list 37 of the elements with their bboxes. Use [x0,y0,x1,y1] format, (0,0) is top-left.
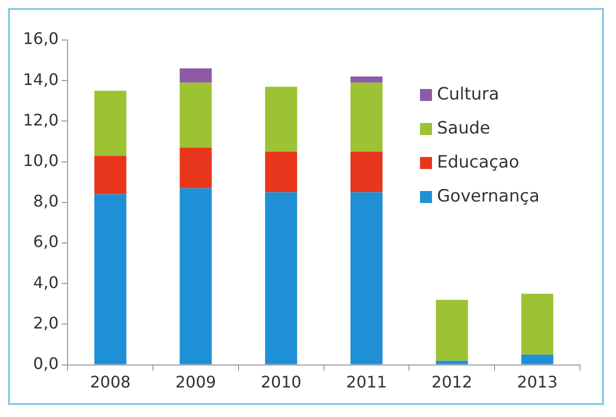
x-tick-label: 2009 [175,372,216,392]
bar [350,76,383,83]
bar [180,82,212,148]
x-tick-label: 2013 [516,372,558,392]
bar [350,82,383,152]
bar [350,152,383,192]
bar [94,90,126,156]
bar [521,294,554,355]
legend-label: Governança [437,186,540,206]
bar [265,192,298,364]
bar [265,152,298,192]
bar [521,354,554,364]
bar [350,192,383,364]
legend-label: Saude [437,118,490,138]
bar [265,86,298,152]
bar [94,194,126,364]
y-tick-label: 10,0 [23,150,59,170]
y-tick-label: 14,0 [23,70,59,89]
bar [180,68,212,83]
y-tick-label: 6,0 [33,232,59,252]
legend-label: Cultura [437,84,500,104]
y-tick-label: 0,0 [33,354,59,373]
x-tick-label: 2011 [346,372,387,392]
x-tick-label: 2012 [432,372,472,392]
bar [94,156,126,194]
x-tick-label: 2010 [260,372,302,392]
legend-label: Educaçao [437,152,520,172]
bar [180,188,212,364]
bar [436,300,468,361]
y-tick-label: 2,0 [33,313,59,332]
y-tick-label: 16,0 [23,29,59,48]
bar [180,148,212,188]
x-tick-label: 2008 [90,372,131,392]
y-tick-label: 8,0 [33,192,59,211]
y-tick-label: 12,0 [23,110,59,130]
bar [436,360,468,364]
y-tick-label: 4,0 [33,272,59,292]
